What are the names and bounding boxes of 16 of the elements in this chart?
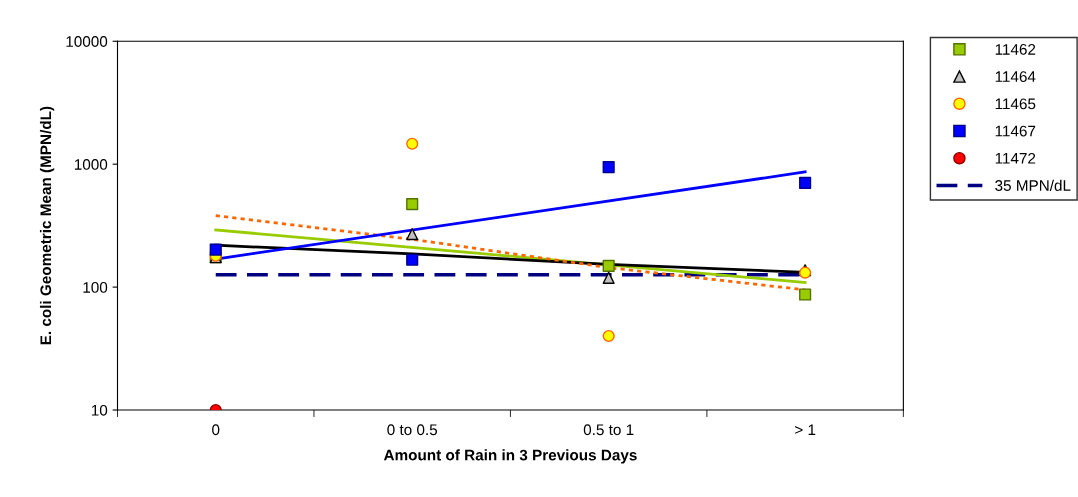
x-axis-title: Amount of Rain in 3 Previous Days bbox=[383, 449, 637, 464]
y-tick-label: 10000 bbox=[66, 36, 108, 47]
legend-label: 35 MPN/dL bbox=[995, 179, 1071, 191]
x-tick-label: 0 bbox=[212, 424, 220, 436]
legend-label: 11465 bbox=[995, 98, 1036, 110]
legend-label: 11464 bbox=[995, 71, 1036, 83]
legend-label: 11462 bbox=[995, 43, 1036, 55]
y-tick-label: 10 bbox=[91, 404, 108, 416]
y-tick-label: 100 bbox=[83, 281, 108, 293]
legend-label: 11472 bbox=[995, 152, 1036, 164]
x-tick-label: > 1 bbox=[795, 424, 816, 435]
y-tick-label: 1000 bbox=[74, 159, 108, 170]
y-axis-title: E. coli Geometric Mean (MPN/dL) bbox=[39, 106, 55, 345]
x-tick-label: 0 to 0.5 bbox=[387, 424, 438, 436]
x-tick-label: 0.5 to 1 bbox=[583, 424, 634, 436]
legend-label: 11467 bbox=[995, 125, 1036, 137]
